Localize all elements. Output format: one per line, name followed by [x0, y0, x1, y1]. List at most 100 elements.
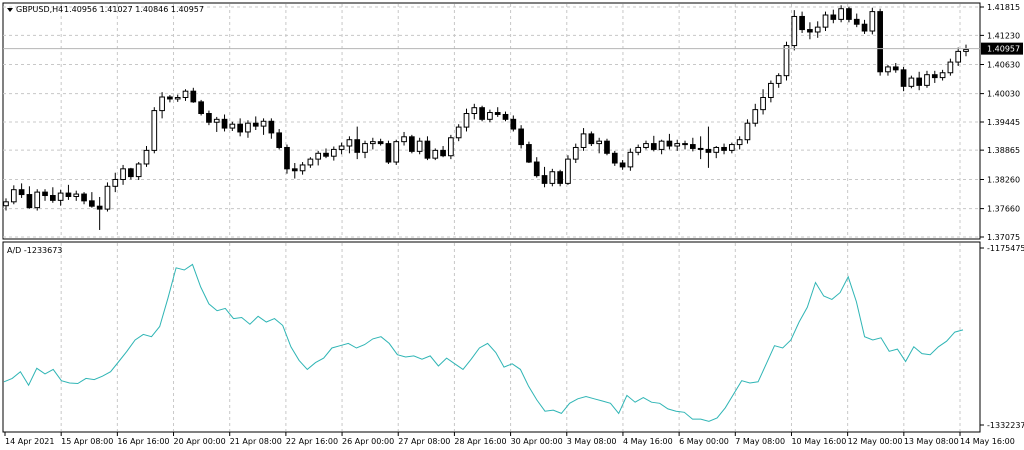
candle-body-down: [697, 147, 704, 150]
candle-body-up: [658, 140, 665, 150]
candle-body-down: [89, 200, 95, 207]
candle-body-up: [713, 146, 720, 153]
candle-body-down: [526, 144, 532, 163]
candle: [104, 182, 111, 212]
candle-body-up: [596, 140, 603, 145]
candle: [159, 92, 165, 119]
candle: [760, 89, 766, 115]
candle-body-up: [487, 112, 493, 120]
candle: [190, 87, 197, 103]
candle-body-down: [931, 74, 938, 79]
candle: [237, 118, 243, 137]
candle-body-down: [799, 15, 805, 31]
candle-body-up: [955, 50, 962, 63]
candle-body-down: [440, 149, 446, 157]
candle: [245, 120, 251, 138]
candle: [526, 141, 532, 164]
candle-body-down: [323, 152, 329, 157]
candle-body-down: [18, 189, 25, 196]
time-axis: 14 Apr 2021 15 Apr 08:00 16 Apr 16:00 20 Ap…: [4, 432, 1015, 446]
price-tick-label: 1.38260: [987, 176, 1020, 185]
indicator-panel-frame: [2, 241, 981, 433]
candle-body-up: [580, 133, 587, 148]
candle-body-down: [284, 146, 290, 170]
candle-body-down: [650, 143, 657, 150]
candle-body-down: [252, 122, 259, 127]
time-tick-label: 10 May 16:00: [791, 437, 846, 446]
price-tick-label: 1.38865: [987, 146, 1020, 155]
candle: [369, 137, 376, 150]
candle: [494, 107, 501, 117]
candle: [268, 118, 275, 139]
candle: [284, 144, 290, 174]
candle: [744, 119, 751, 144]
time-tick-label: 6 May 00:00: [679, 437, 729, 446]
candle-body-up: [260, 120, 267, 127]
candle: [143, 146, 150, 167]
candle-body-down: [96, 205, 103, 210]
price-axis: 1.41815 1.41230 1.40630 1.40030 1.39445 1.388…: [3, 3, 1023, 242]
candle-body-up: [791, 15, 798, 47]
candle: [151, 107, 158, 154]
price-panel-frame: [2, 2, 981, 240]
grid-lines: [3, 4, 980, 431]
candle-body-down: [588, 133, 595, 145]
time-tick-label: 14 Apr 2021: [5, 437, 54, 446]
candle-body-down: [128, 168, 134, 178]
candle-body-down: [268, 120, 275, 134]
candle: [260, 118, 267, 135]
candle: [346, 136, 353, 154]
candle: [846, 6, 852, 23]
candle: [409, 134, 415, 154]
candle-body-up: [549, 171, 556, 184]
candle-body-up: [393, 141, 400, 163]
price-tick-label: 1.41815: [987, 3, 1020, 12]
candle-body-down: [541, 175, 548, 184]
candle: [65, 184, 72, 200]
candle: [229, 121, 236, 131]
candle: [900, 66, 907, 92]
candle: [697, 136, 704, 160]
candle-body-up: [760, 96, 766, 111]
candle-body-up: [416, 140, 423, 152]
candle: [931, 70, 938, 83]
price-tick-label: 1.39445: [987, 118, 1020, 127]
time-tick-label: 30 Apr 00:00: [511, 437, 563, 446]
candle-body-up: [213, 118, 220, 123]
candle: [167, 95, 173, 103]
indicator-label: A/D -1233673: [7, 246, 62, 255]
candle: [666, 133, 673, 150]
candle-body-up: [143, 149, 150, 165]
candle-body-down: [682, 143, 688, 146]
candle-body-up: [822, 14, 829, 28]
candle-body-down: [42, 191, 48, 197]
price-tick-label: 1.37075: [987, 233, 1020, 242]
price-tick-label: 1.40630: [987, 61, 1020, 70]
candle: [963, 44, 969, 57]
candle-body-up: [299, 164, 306, 172]
candle-body-down: [276, 132, 283, 148]
candle-body-up: [104, 185, 111, 210]
candle: [471, 103, 478, 120]
candle: [877, 8, 883, 76]
candle-body-down: [689, 144, 696, 149]
candle-body-up: [432, 149, 439, 159]
candle: [487, 109, 493, 123]
candle: [135, 162, 142, 180]
candle: [908, 75, 915, 89]
candle: [955, 47, 962, 66]
indicator-tick-label: -1175475: [987, 244, 1024, 253]
candle: [291, 163, 298, 179]
candle: [206, 110, 212, 126]
candle: [354, 126, 361, 160]
candle: [729, 142, 735, 154]
candle: [541, 166, 548, 188]
candle: [463, 108, 470, 132]
candle-body-down: [385, 143, 392, 163]
candle-body-up: [744, 122, 751, 141]
triangle-down-icon[interactable]: [7, 8, 13, 12]
candle-body-down: [502, 113, 509, 120]
candle: [96, 196, 103, 230]
candle: [783, 41, 790, 81]
